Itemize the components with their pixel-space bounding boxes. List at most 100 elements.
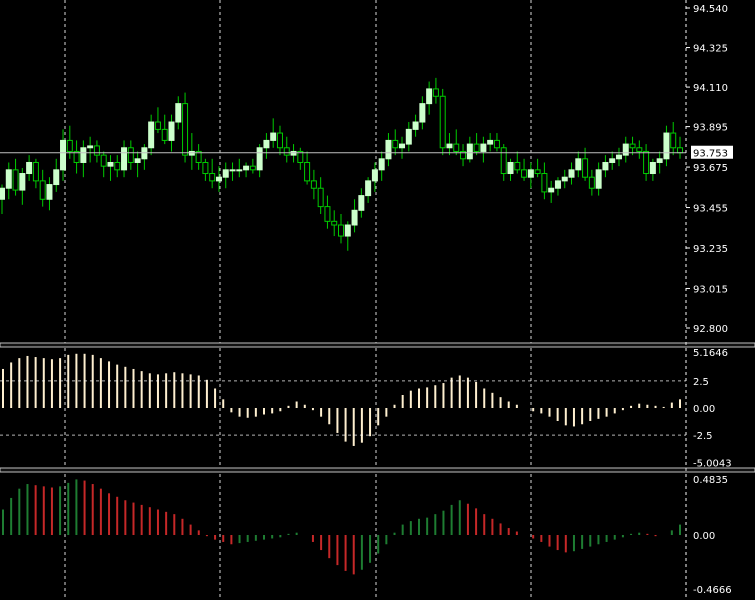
candle-body xyxy=(649,161,656,175)
candle-body xyxy=(263,139,270,149)
candle-body xyxy=(554,180,561,189)
candle-body xyxy=(432,88,439,97)
candle-body xyxy=(656,158,663,163)
candle-body xyxy=(541,173,548,193)
candle-body xyxy=(500,147,507,175)
candle-body xyxy=(53,169,60,186)
axis-tick-label: 0.4835 xyxy=(693,475,728,486)
candle-body xyxy=(32,161,39,182)
candle-body xyxy=(351,209,358,226)
candle-body xyxy=(134,158,141,163)
candle-body xyxy=(588,176,595,189)
candle-body xyxy=(87,145,94,149)
candle-body xyxy=(39,180,46,200)
candle-body xyxy=(493,139,500,149)
axis-tick-label: 2.5 xyxy=(693,377,709,388)
candle-body xyxy=(629,143,636,149)
candle-body xyxy=(5,169,12,189)
candle-body xyxy=(412,121,419,130)
candle-body xyxy=(338,224,344,237)
current-price-label: 93.753 xyxy=(693,149,728,160)
candle-body xyxy=(182,103,189,156)
candle-body xyxy=(229,169,236,172)
candle-body xyxy=(521,169,528,178)
candle-body xyxy=(622,143,629,156)
candle-body xyxy=(317,187,324,208)
candle-body xyxy=(582,158,589,178)
candle-body xyxy=(534,169,541,175)
candle-body xyxy=(378,158,385,171)
candle-body xyxy=(324,206,331,222)
candle-body xyxy=(392,139,399,149)
candle-body xyxy=(222,169,229,178)
candle-body xyxy=(548,187,555,193)
candle-body xyxy=(66,139,73,152)
candle-body xyxy=(595,169,602,189)
candle-body xyxy=(256,147,263,171)
axis-tick-label: 5.1646 xyxy=(693,348,728,359)
candle-body xyxy=(561,176,568,182)
candle-body xyxy=(12,169,19,191)
axis-tick-label: 93.895 xyxy=(693,123,728,134)
candle-body xyxy=(121,147,128,171)
candle-body xyxy=(270,132,277,141)
candle-body xyxy=(670,132,677,149)
candle-body xyxy=(385,139,392,160)
candle-body xyxy=(636,147,643,152)
candle-body xyxy=(602,161,609,171)
candle-body xyxy=(439,95,446,149)
candle-body xyxy=(276,132,283,149)
candle-body xyxy=(615,154,622,160)
candle-body xyxy=(154,121,161,130)
candle-body xyxy=(161,128,168,141)
candle-body xyxy=(365,180,372,197)
candle-body xyxy=(100,154,107,167)
axis-tick-label: 94.540 xyxy=(693,4,728,15)
candle-body xyxy=(80,147,87,163)
current-price-tag xyxy=(691,145,733,159)
candle-body xyxy=(514,161,521,171)
candle-body xyxy=(46,184,53,200)
candle-body xyxy=(297,150,304,163)
axis-tick-label: 93.015 xyxy=(693,284,728,295)
axis-tick-label: 93.235 xyxy=(693,244,728,255)
candle-body xyxy=(188,150,195,156)
candle-body xyxy=(677,147,683,154)
candle-body xyxy=(249,165,256,171)
candle-body xyxy=(575,158,582,171)
candle-body xyxy=(127,147,134,163)
candle-body xyxy=(405,128,412,145)
price-axis: 94.540 94.325 94.110 93.895 93.675 93.455 93.2… xyxy=(685,0,733,600)
candle-body xyxy=(243,165,250,171)
candle-body xyxy=(175,103,182,123)
candle-body xyxy=(371,169,378,182)
oscillator-1-pane xyxy=(0,353,686,446)
candle-body xyxy=(399,143,406,149)
candle-body xyxy=(107,161,114,167)
candle-body xyxy=(168,121,175,141)
axis-tick-label: 0.00 xyxy=(693,404,715,415)
axis-tick-label: 93.675 xyxy=(693,163,728,174)
pane-separator xyxy=(0,467,755,473)
candle-body xyxy=(487,139,494,145)
candle-body xyxy=(507,161,514,175)
candle-body xyxy=(215,176,222,182)
axis-tick-label: 93.455 xyxy=(693,204,728,215)
candle-body xyxy=(236,169,243,172)
candle-body xyxy=(466,143,473,160)
candle-body xyxy=(114,161,121,171)
pane-separator xyxy=(0,342,755,348)
candle-body xyxy=(195,150,202,163)
axis-tick-label: 0.00 xyxy=(693,531,715,542)
candle-body xyxy=(358,195,365,211)
candle-body xyxy=(480,143,487,152)
candle-body xyxy=(419,103,426,123)
axis-tick-label: 92.800 xyxy=(693,324,728,335)
candle-body xyxy=(141,147,148,160)
axis-tick-label: -2.5 xyxy=(693,431,713,442)
candle-body xyxy=(19,173,26,191)
candle-body xyxy=(344,224,351,237)
candle-body xyxy=(73,150,80,163)
